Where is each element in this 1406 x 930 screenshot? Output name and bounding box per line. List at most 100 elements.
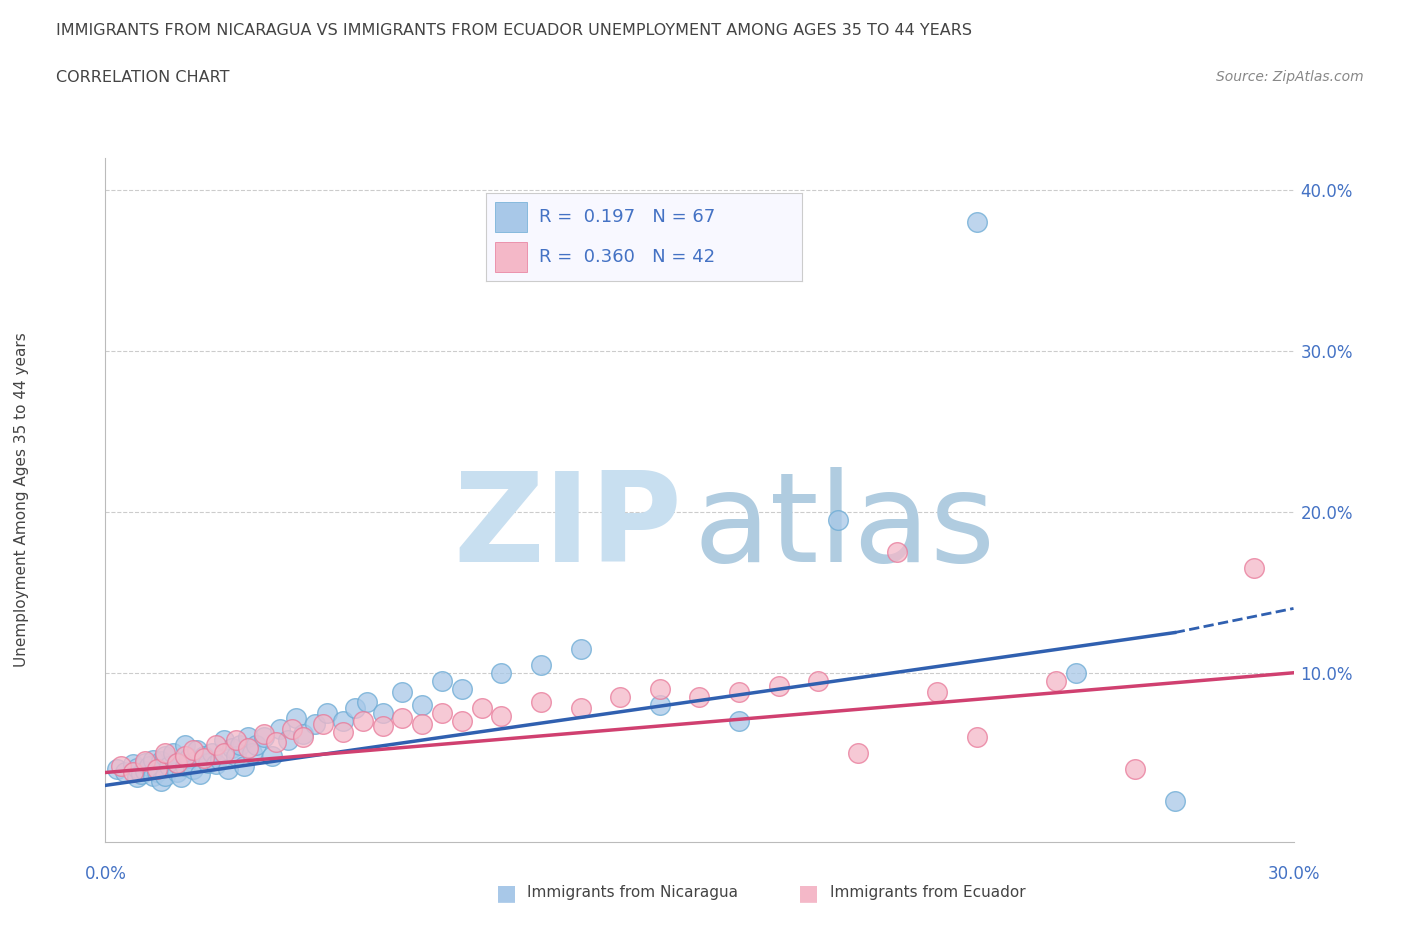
Point [193, 749, 215, 764]
Point [173, 737, 195, 752]
Point [728, 684, 751, 699]
Bar [495, 202, 527, 232]
Point [530, 658, 553, 672]
Point [173, 749, 195, 764]
Text: ■: ■ [496, 883, 516, 903]
Point [430, 706, 453, 721]
Point [146, 762, 169, 777]
Point [134, 755, 156, 770]
Point [142, 768, 165, 783]
Point [569, 641, 592, 656]
Point [343, 700, 366, 715]
Point [129, 766, 152, 781]
Text: 0.0%: 0.0% [84, 865, 127, 883]
Point [768, 678, 790, 693]
Point [292, 726, 315, 741]
Point [316, 706, 339, 721]
Point [356, 695, 378, 710]
Point [225, 749, 247, 764]
Point [886, 545, 908, 560]
Point [205, 757, 228, 772]
Text: 30.0%: 30.0% [1267, 865, 1320, 883]
Point [229, 737, 252, 752]
Point [1045, 673, 1067, 688]
Point [352, 713, 374, 728]
Text: Immigrants from Nicaragua: Immigrants from Nicaragua [527, 885, 738, 900]
Point [411, 717, 433, 732]
Point [332, 724, 354, 739]
Text: R =  0.360   N = 42: R = 0.360 N = 42 [540, 248, 716, 266]
Point [827, 512, 849, 527]
Point [430, 673, 453, 688]
Point [153, 749, 176, 764]
Point [260, 749, 283, 764]
Point [846, 746, 869, 761]
Point [205, 737, 228, 752]
Point [146, 762, 169, 777]
Point [332, 713, 354, 728]
Point [114, 765, 136, 780]
Point [181, 742, 204, 757]
Point [253, 730, 276, 745]
Point [193, 751, 215, 765]
Point [186, 742, 208, 757]
Point [648, 682, 671, 697]
Point [304, 717, 326, 732]
Point [450, 682, 472, 697]
Text: atlas: atlas [693, 467, 995, 588]
Point [240, 746, 263, 761]
Point [277, 733, 299, 748]
Point [190, 766, 212, 781]
Point [209, 752, 232, 767]
Point [925, 684, 948, 699]
Point [371, 718, 394, 733]
Point [233, 759, 256, 774]
Point [807, 673, 830, 688]
Point [142, 752, 165, 767]
Text: Unemployment Among Ages 35 to 44 years: Unemployment Among Ages 35 to 44 years [14, 333, 28, 667]
Point [245, 737, 267, 752]
Point [280, 722, 302, 737]
Point [134, 754, 156, 769]
Point [177, 751, 200, 765]
Point [173, 759, 195, 774]
Point [391, 711, 413, 725]
Bar [495, 243, 527, 272]
Point [217, 762, 239, 777]
Point [127, 770, 149, 785]
Point [292, 730, 315, 745]
Point [110, 759, 132, 774]
Point [284, 711, 307, 725]
Point [166, 755, 188, 770]
Point [157, 759, 180, 774]
Point [609, 689, 631, 704]
Point [1164, 794, 1187, 809]
Point [269, 722, 291, 737]
Point [149, 773, 172, 788]
Point [1243, 561, 1265, 576]
Point [214, 746, 236, 761]
Text: Source: ZipAtlas.com: Source: ZipAtlas.com [1216, 70, 1364, 84]
Text: Immigrants from Ecuador: Immigrants from Ecuador [830, 885, 1025, 900]
Point [122, 757, 145, 772]
Point [1123, 762, 1146, 777]
Point [471, 700, 494, 715]
Point [966, 730, 988, 745]
Point [253, 726, 276, 741]
Point [648, 698, 671, 712]
Point [105, 762, 128, 777]
Text: IMMIGRANTS FROM NICARAGUA VS IMMIGRANTS FROM ECUADOR UNEMPLOYMENT AMONG AGES 35 : IMMIGRANTS FROM NICARAGUA VS IMMIGRANTS … [56, 23, 972, 38]
Point [450, 713, 472, 728]
Point [149, 754, 172, 769]
Point [371, 706, 394, 721]
Point [236, 730, 259, 745]
Point [221, 741, 243, 756]
Point [214, 733, 236, 748]
Text: ZIP: ZIP [453, 467, 682, 588]
Text: R =  0.197   N = 67: R = 0.197 N = 67 [540, 207, 716, 226]
Point [201, 746, 224, 761]
Point [236, 741, 259, 756]
Point [728, 713, 751, 728]
Point [181, 762, 204, 777]
Point [225, 733, 247, 748]
